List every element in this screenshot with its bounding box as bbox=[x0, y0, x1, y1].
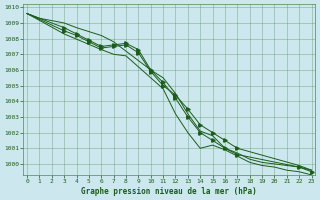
X-axis label: Graphe pression niveau de la mer (hPa): Graphe pression niveau de la mer (hPa) bbox=[81, 187, 257, 196]
